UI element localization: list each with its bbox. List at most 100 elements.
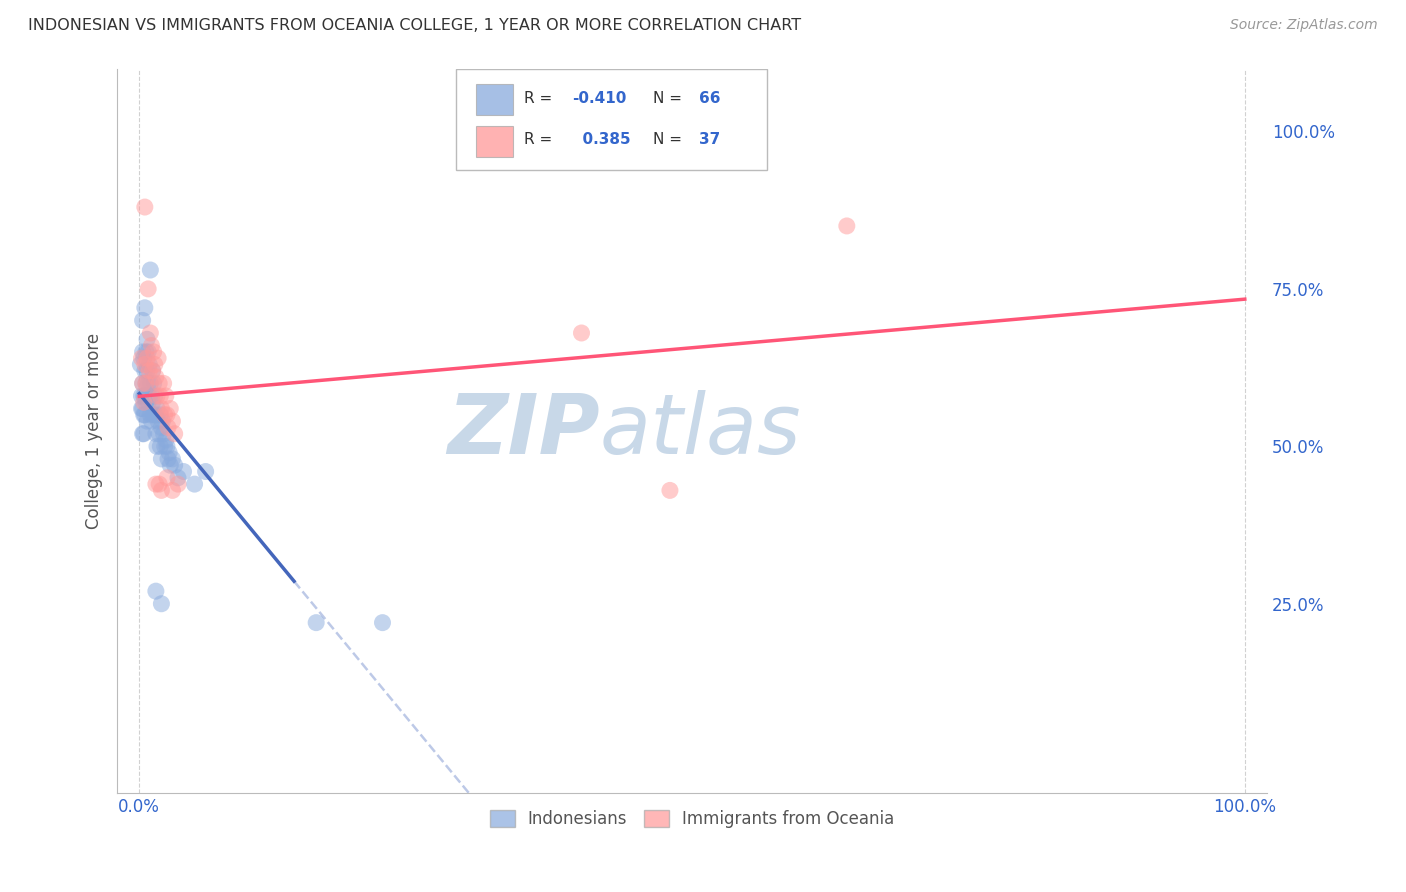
Text: -0.410: -0.410 [572,91,627,106]
Point [136,364,159,378]
Point [155,433,177,447]
Point [153,439,176,453]
Point [162,483,184,498]
Point [148,426,170,441]
Point [129,358,152,372]
Point [143,358,166,372]
Point [150,451,173,466]
Point [136,332,159,346]
Point [146,389,169,403]
Point [146,401,169,416]
Point [136,376,159,391]
Text: R =: R = [524,132,557,147]
Y-axis label: College, 1 year or more: College, 1 year or more [86,333,103,529]
FancyBboxPatch shape [475,84,513,114]
Point [134,200,156,214]
Point [150,597,173,611]
Point [138,358,160,372]
Point [131,376,153,391]
Point [150,483,173,498]
Text: N =: N = [652,91,686,106]
Point [145,584,167,599]
Point [305,615,328,630]
Point [135,395,157,409]
Point [139,263,162,277]
Text: ZIP: ZIP [447,390,600,471]
Point [132,408,155,422]
Point [141,389,163,403]
Point [145,426,167,441]
Point [134,364,156,378]
Point [136,389,159,403]
Point [155,389,177,403]
Point [141,338,163,352]
Point [131,401,153,416]
Point [146,439,169,453]
FancyBboxPatch shape [457,69,766,169]
Point [131,313,153,327]
Point [131,426,153,441]
Point [136,414,159,428]
Point [145,370,167,384]
Point [146,351,169,366]
Point [131,401,153,416]
Point [132,426,155,441]
Point [173,465,195,479]
Point [134,301,156,315]
Point [156,471,179,485]
Text: 66: 66 [699,91,720,106]
Point [152,376,174,391]
Point [194,465,217,479]
Text: Source: ZipAtlas.com: Source: ZipAtlas.com [1230,18,1378,32]
Point [163,426,186,441]
Point [142,376,165,391]
Point [835,219,858,233]
Point [142,344,165,359]
Point [134,408,156,422]
Point [167,477,190,491]
Point [658,483,681,498]
Point [139,326,162,340]
FancyBboxPatch shape [475,127,513,157]
Text: atlas: atlas [600,390,801,471]
Point [143,389,166,403]
Point [135,376,157,391]
Legend: Indonesians, Immigrants from Oceania: Indonesians, Immigrants from Oceania [482,804,901,835]
Point [145,408,167,422]
Point [153,408,176,422]
Point [162,451,184,466]
Point [136,395,159,409]
Point [159,401,181,416]
Point [131,344,153,359]
Point [142,364,165,378]
Point [138,389,160,403]
Point [157,420,180,434]
Point [142,408,165,422]
Point [136,344,159,359]
Point [150,420,173,434]
Point [136,351,159,366]
Point [149,439,172,453]
Point [134,358,156,372]
Point [131,376,153,391]
Point [571,326,593,340]
Text: 0.385: 0.385 [572,132,631,147]
Text: N =: N = [652,132,686,147]
Point [163,458,186,473]
Point [162,414,184,428]
Point [149,408,172,422]
Point [132,389,155,403]
Point [136,282,159,296]
Point [135,376,157,391]
Point [159,458,181,473]
Point [145,477,167,491]
Point [135,344,157,359]
Point [146,414,169,428]
Point [141,414,163,428]
Text: 37: 37 [699,132,720,147]
Point [131,389,153,403]
Point [132,351,155,366]
Point [152,414,174,428]
Point [148,376,170,391]
Point [156,439,179,453]
